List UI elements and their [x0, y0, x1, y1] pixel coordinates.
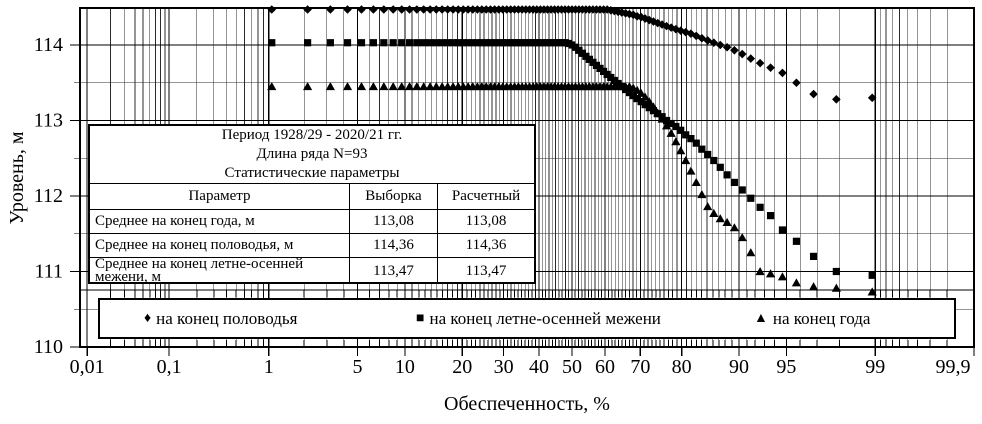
x-axis-title: Обеспеченность, %	[444, 393, 610, 415]
x-tick-label: 40	[529, 356, 549, 378]
legend-label: на конец летне-осенней межени	[429, 308, 661, 328]
y-tick-label: 111	[34, 260, 63, 282]
row-label-year-end: Среднее на конец года, м	[90, 210, 350, 234]
axis-ticks	[70, 44, 975, 356]
axis-labels: 0,01 0,1 1 5 10 20 30 40 50 60 70 80 90 95 99 99,9 110 11…	[34, 34, 971, 378]
series-square	[268, 39, 876, 279]
y-tick-label: 113	[34, 109, 63, 131]
triangle-marker-icon: ▲	[754, 310, 768, 326]
stats-table-subtitle: Статистические параметры	[90, 164, 534, 184]
x-tick-label: 60	[595, 356, 615, 378]
legend: ♦ на конец половодья ■ на конец летне-ос…	[98, 298, 956, 339]
col-header-sample: Выборка	[350, 184, 438, 210]
legend-label: на конец половодья	[156, 308, 298, 328]
x-tick-label: 80	[672, 356, 692, 378]
x-tick-label: 5	[353, 356, 363, 378]
y-tick-label: 114	[34, 34, 63, 56]
x-tick-label: 95	[776, 356, 796, 378]
row-value-sample: 113,47	[350, 258, 438, 284]
legend-item-year-end: ▲ на конец года	[754, 300, 870, 337]
legend-item-flood-end: ♦ на конец половодья	[144, 300, 297, 337]
stats-table-series-length: Длина ряда N=93	[256, 145, 368, 162]
x-tick-label: 70	[630, 356, 650, 378]
col-header-parameter: Параметр	[90, 184, 350, 210]
x-tick-label: 10	[395, 356, 415, 378]
stats-table-grid: Параметр Выборка Расчетный Среднее на ко…	[90, 184, 534, 285]
y-tick-label: 110	[34, 336, 63, 358]
y-tick-label: 112	[34, 185, 63, 207]
stats-table-period: Период 1928/29 - 2020/21 гг.	[221, 126, 403, 143]
row-label-flood-end: Среднее на конец половодья, м	[90, 234, 350, 258]
col-header-calculated: Расчетный	[438, 184, 534, 210]
row-label-lowwater-end: Среднее на конец летне-осенней межени, м	[90, 257, 350, 285]
series-triangle	[267, 82, 877, 296]
row-value-calculated: 114,36	[438, 234, 534, 258]
stats-table: Период 1928/29 - 2020/21 гг. Длина ряда …	[88, 124, 536, 285]
row-value-sample: 113,08	[350, 210, 438, 234]
row-value-calculated: 113,08	[438, 210, 534, 234]
y-axis-title: Уровень, м	[6, 131, 28, 225]
x-tick-label: 90	[729, 356, 749, 378]
row-value-calculated: 113,47	[465, 262, 507, 279]
square-marker-icon: ■	[416, 310, 425, 326]
diamond-marker-icon: ♦	[144, 310, 152, 326]
x-tick-label: 20	[452, 356, 472, 378]
legend-label: на конец года	[772, 308, 871, 328]
x-tick-label: 1	[264, 356, 274, 378]
x-tick-label: 0,1	[157, 356, 182, 378]
legend-item-lowwater-end: ■ на конец летне-осенней межени	[416, 300, 661, 337]
x-tick-label: 99	[865, 356, 885, 378]
x-tick-label: 99,9	[936, 356, 971, 378]
x-tick-label: 0,01	[70, 356, 105, 378]
x-tick-label: 50	[562, 356, 582, 378]
x-tick-label: 30	[494, 356, 514, 378]
row-value-sample: 114,36	[350, 234, 438, 258]
